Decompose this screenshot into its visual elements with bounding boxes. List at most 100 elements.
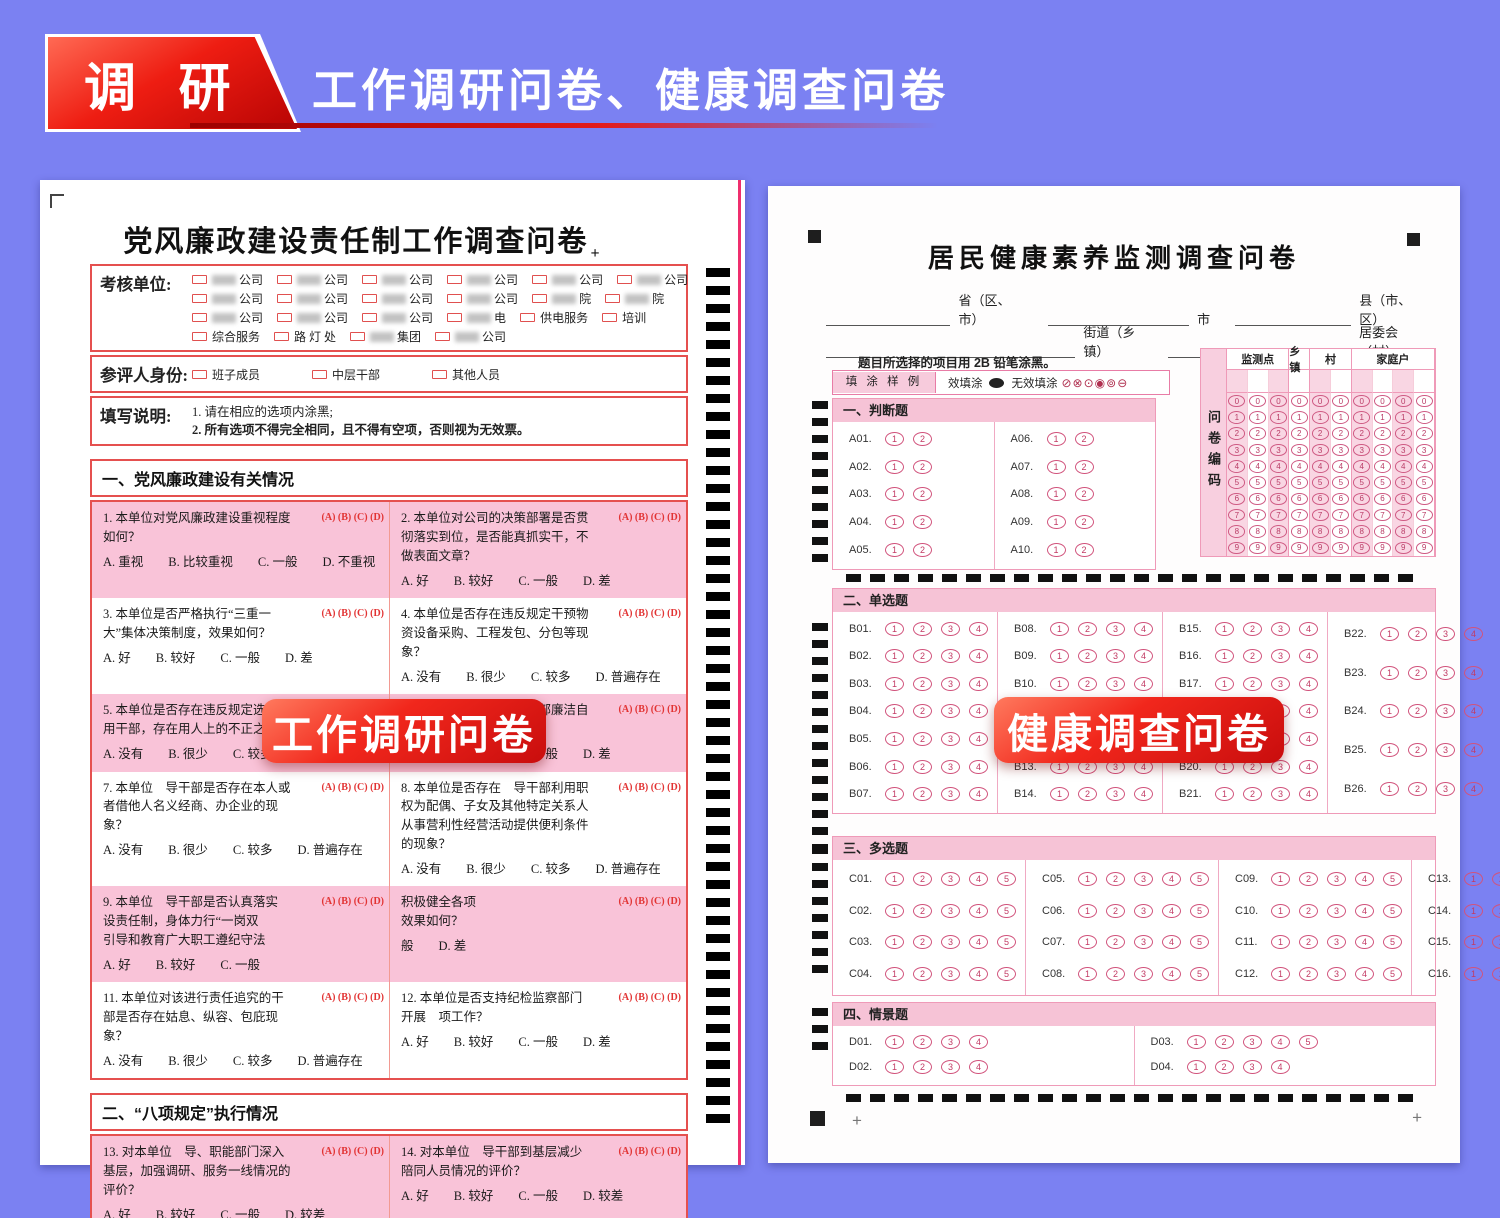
answer-bubble[interactable]: 3	[941, 621, 960, 636]
checkbox[interactable]	[277, 275, 293, 284]
digit-bubble[interactable]: 8	[1269, 525, 1287, 538]
answer-bubble[interactable]: 1	[1078, 967, 1097, 982]
answer-bubble[interactable]: 1	[885, 935, 904, 950]
digit-bubble[interactable]: 0	[1228, 394, 1246, 408]
answer-bubble[interactable]: 2	[913, 935, 932, 950]
answer-bubble[interactable]: 2	[1078, 649, 1097, 664]
answer-bubble[interactable]: 3	[941, 649, 960, 664]
answer-bubble[interactable]: 5	[1190, 871, 1209, 886]
answer-bubble[interactable]: 4	[1464, 627, 1483, 642]
address-blank[interactable]	[826, 310, 951, 326]
assess-unit-option[interactable]: 院	[532, 290, 591, 307]
answer-bubble[interactable]: 2	[1074, 459, 1094, 474]
answer-bubble[interactable]: 2	[913, 459, 932, 474]
address-blank[interactable]	[1235, 310, 1352, 326]
digit-bubble[interactable]: 1	[1332, 411, 1350, 424]
answer-bubble[interactable]: 1	[1380, 704, 1399, 719]
digit-bubble[interactable]: 7	[1311, 508, 1329, 522]
answer-bubble[interactable]: 3	[1436, 704, 1455, 719]
assess-unit-option[interactable]: 公司	[192, 271, 263, 288]
code-write-cell[interactable]	[1351, 370, 1373, 393]
code-write-cell[interactable]	[1247, 370, 1269, 393]
answer-bubble[interactable]: 1	[1078, 903, 1097, 918]
checkbox[interactable]	[362, 275, 378, 284]
answer-bubble[interactable]: 5	[1298, 1034, 1318, 1049]
answer-bubble[interactable]: 1	[885, 543, 904, 558]
answer-bubble[interactable]: 1	[885, 676, 904, 691]
answer-bubble[interactable]: 4	[969, 787, 988, 802]
digit-bubble[interactable]: 1	[1394, 411, 1412, 424]
answer-bubble[interactable]: 1	[885, 487, 904, 502]
answer-bubble[interactable]: 1	[885, 759, 904, 774]
assess-unit-option[interactable]: 公司	[277, 309, 348, 326]
digit-bubble[interactable]: 0	[1249, 394, 1267, 408]
digit-bubble[interactable]: 2	[1269, 427, 1287, 440]
answer-bubble[interactable]: 1	[1271, 967, 1290, 982]
assess-unit-option[interactable]: 公司	[447, 290, 518, 307]
answer-bubble[interactable]: 2	[1408, 704, 1427, 719]
digit-bubble[interactable]: 5	[1249, 476, 1267, 489]
digit-bubble[interactable]: 4	[1290, 460, 1308, 473]
answer-bubble[interactable]: 2	[1243, 787, 1262, 802]
answer-bubble[interactable]: 5	[1383, 903, 1402, 918]
answer-bubble[interactable]: 3	[1436, 665, 1455, 680]
answer-bubble[interactable]: 2	[1106, 935, 1125, 950]
digit-bubble[interactable]: 5	[1332, 476, 1350, 489]
checkbox[interactable]	[447, 275, 463, 284]
answer-bubble[interactable]: 1	[1215, 649, 1234, 664]
answer-bubble[interactable]: 4	[1355, 967, 1374, 982]
answer-bubble[interactable]: 5	[1383, 935, 1402, 950]
checkbox[interactable]	[192, 369, 207, 379]
answer-bubble[interactable]: 3	[941, 1034, 960, 1049]
checkbox[interactable]	[432, 369, 448, 379]
assess-unit-option[interactable]: 公司	[617, 271, 688, 288]
digit-bubble[interactable]: 1	[1249, 411, 1267, 424]
digit-bubble[interactable]: 1	[1415, 411, 1433, 424]
answer-bubble[interactable]: 1	[1046, 515, 1066, 530]
answer-bubble[interactable]: 3	[1327, 871, 1346, 886]
digit-bubble[interactable]: 7	[1394, 508, 1412, 522]
answer-bubble[interactable]: 3	[1106, 676, 1125, 691]
digit-bubble[interactable]: 6	[1311, 492, 1329, 506]
answer-bubble[interactable]: 4	[1355, 935, 1374, 950]
digit-bubble[interactable]: 6	[1394, 492, 1412, 506]
answer-bubble[interactable]: 4	[969, 1060, 988, 1075]
digit-bubble[interactable]: 1	[1269, 411, 1287, 424]
checkbox[interactable]	[312, 369, 328, 379]
assess-unit-option[interactable]: 院	[605, 290, 664, 307]
answer-bubble[interactable]: 3	[1271, 649, 1290, 664]
answer-bubble[interactable]: 1	[1464, 871, 1483, 886]
code-write-cell[interactable]	[1414, 370, 1435, 393]
digit-bubble[interactable]: 6	[1353, 492, 1371, 506]
answer-bubble[interactable]: 4	[1299, 732, 1318, 747]
answer-bubble[interactable]: 3	[1106, 649, 1125, 664]
digit-bubble[interactable]: 7	[1353, 508, 1371, 522]
digit-bubble[interactable]: 9	[1311, 541, 1329, 555]
digit-bubble[interactable]: 6	[1269, 492, 1287, 506]
answer-bubble[interactable]: 1	[1215, 676, 1234, 691]
digit-bubble[interactable]: 9	[1228, 541, 1246, 555]
digit-bubble[interactable]: 6	[1290, 492, 1308, 506]
digit-bubble[interactable]: 9	[1415, 541, 1433, 555]
answer-bubble[interactable]: 2	[913, 1034, 932, 1049]
assess-unit-option[interactable]: 公司	[435, 328, 506, 345]
checkbox[interactable]	[192, 294, 207, 303]
answer-bubble[interactable]: 2	[1214, 1034, 1234, 1049]
digit-bubble[interactable]: 8	[1373, 525, 1391, 538]
answer-bubble[interactable]: 2	[1214, 1060, 1234, 1075]
digit-bubble[interactable]: 8	[1332, 525, 1350, 538]
assess-unit-option[interactable]: 路 灯 处	[274, 328, 336, 345]
answer-bubble[interactable]: 1	[1078, 871, 1097, 886]
digit-bubble[interactable]: 7	[1269, 508, 1287, 522]
answer-bubble[interactable]: 4	[1162, 935, 1181, 950]
digit-bubble[interactable]: 1	[1353, 411, 1371, 424]
answer-bubble[interactable]: 3	[1134, 871, 1153, 886]
answer-bubble[interactable]: 2	[1299, 903, 1318, 918]
answer-bubble[interactable]: 4	[969, 676, 988, 691]
answer-bubble[interactable]: 1	[1271, 935, 1290, 950]
answer-bubble[interactable]: 4	[1299, 676, 1318, 691]
answer-bubble[interactable]: 5	[997, 903, 1016, 918]
digit-bubble[interactable]: 2	[1353, 427, 1371, 440]
answer-bubble[interactable]: 5	[1383, 967, 1402, 982]
digit-bubble[interactable]: 0	[1415, 394, 1433, 408]
